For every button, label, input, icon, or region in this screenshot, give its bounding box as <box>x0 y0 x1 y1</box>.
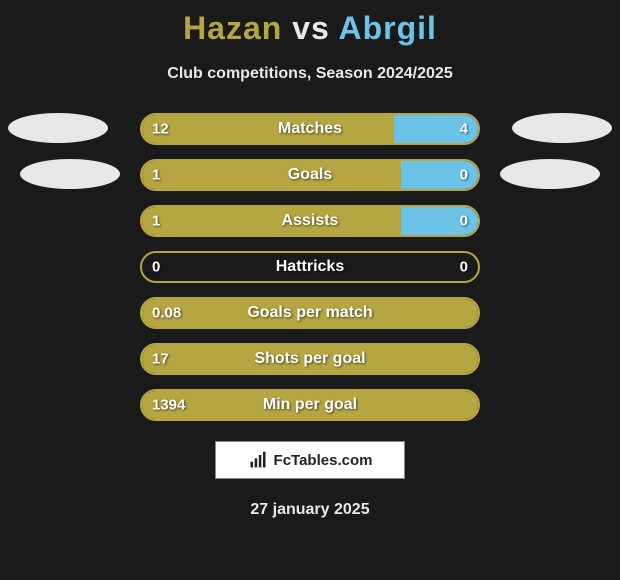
stat-row: 10Assists <box>0 205 620 237</box>
player2-name: Abrgil <box>339 10 437 46</box>
stat-label: Min per goal <box>140 396 480 414</box>
stat-label: Hattricks <box>140 258 480 276</box>
footer-date: 27 january 2025 <box>0 501 620 519</box>
subtitle: Club competitions, Season 2024/2025 <box>0 65 620 83</box>
stat-label: Assists <box>140 212 480 230</box>
stats-chart: 124Matches 10Goals 10Assists 00Hattricks 0.0… <box>0 113 620 421</box>
stat-label: Shots per goal <box>140 350 480 368</box>
comparison-title: Hazan vs Abrgil <box>0 0 620 47</box>
stat-label: Matches <box>140 120 480 138</box>
stat-row: 1394Min per goal <box>0 389 620 421</box>
brand-text: FcTables.com <box>274 452 373 469</box>
stat-row: 17Shots per goal <box>0 343 620 375</box>
brand-box: FcTables.com <box>215 441 405 479</box>
stat-row: 00Hattricks <box>0 251 620 283</box>
stat-label: Goals per match <box>140 304 480 322</box>
stat-label: Goals <box>140 166 480 184</box>
stat-row: 0.08Goals per match <box>0 297 620 329</box>
stat-row: 124Matches <box>0 113 620 145</box>
stat-row: 10Goals <box>0 159 620 191</box>
player1-name: Hazan <box>183 10 282 46</box>
title-vs: vs <box>292 10 330 46</box>
chart-icon <box>248 450 268 470</box>
